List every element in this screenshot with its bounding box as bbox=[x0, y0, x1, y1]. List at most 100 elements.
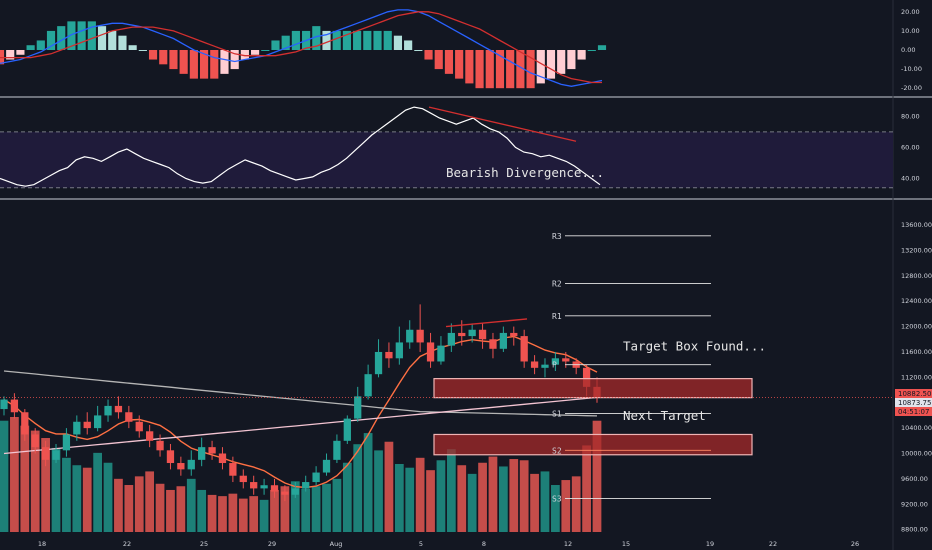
candle-body bbox=[458, 332, 466, 337]
price-tag-label: 10882.50 bbox=[898, 390, 931, 398]
price-tag bbox=[895, 388, 932, 398]
volume-bar bbox=[103, 462, 113, 532]
macd-histogram-bar bbox=[332, 30, 341, 50]
volume-bar bbox=[290, 481, 300, 532]
volume-bar bbox=[176, 486, 186, 532]
candle-body bbox=[447, 332, 455, 346]
volume-bar bbox=[72, 465, 82, 532]
volume-bar bbox=[530, 473, 539, 532]
x-tick-label: 25 bbox=[200, 540, 208, 548]
volume-bar bbox=[415, 457, 425, 532]
rsi-tick-label: 60.00 bbox=[901, 143, 920, 151]
candle-body bbox=[354, 396, 362, 419]
candle-body bbox=[21, 412, 29, 435]
volume-bar bbox=[249, 496, 259, 532]
candle-body bbox=[395, 342, 403, 359]
target-box bbox=[433, 378, 753, 399]
pivot-label-r3: R3 bbox=[552, 232, 562, 241]
volume-bar bbox=[259, 499, 269, 532]
candle-body bbox=[250, 482, 258, 489]
macd-histogram-bar bbox=[414, 50, 423, 51]
macd-histogram-bar bbox=[26, 45, 35, 50]
macd-histogram-bar bbox=[495, 50, 505, 89]
price-tick-label: 8800.00 bbox=[901, 526, 928, 534]
macd-histogram-bar bbox=[557, 50, 566, 74]
volume-bar bbox=[207, 494, 217, 532]
x-tick-label: 22 bbox=[123, 540, 131, 548]
x-tick-label: 12 bbox=[564, 540, 572, 548]
price-tag bbox=[895, 397, 932, 407]
candle-body bbox=[312, 472, 320, 483]
macd-tick-label: 10.00 bbox=[901, 27, 920, 35]
price-tick-label: 12400.00 bbox=[901, 297, 932, 305]
volume-bar bbox=[540, 471, 550, 532]
candle-body bbox=[93, 415, 102, 429]
next-target-box bbox=[433, 433, 753, 456]
volume-bar bbox=[218, 496, 227, 532]
volume-bar bbox=[394, 463, 404, 532]
price-tick-label: 12800.00 bbox=[901, 272, 932, 280]
volume-bar bbox=[20, 425, 30, 532]
candle-body bbox=[551, 358, 560, 365]
pivot-label-s2: S2 bbox=[552, 446, 562, 455]
macd-histogram-bar bbox=[516, 50, 525, 89]
macd-line bbox=[0, 9, 603, 87]
candle-body bbox=[582, 367, 591, 387]
macd-histogram-bar bbox=[46, 30, 56, 50]
volume-bar bbox=[62, 457, 71, 532]
next-target-label: Next Target bbox=[623, 408, 706, 423]
macd-histogram-bar bbox=[465, 50, 474, 84]
volume-bar bbox=[155, 483, 165, 532]
macd-histogram-bar bbox=[189, 50, 198, 79]
x-tick-label: 22 bbox=[769, 540, 777, 548]
volume-bar bbox=[10, 417, 19, 532]
volume-bar bbox=[134, 476, 144, 532]
slow-moving-average-line bbox=[3, 396, 598, 455]
rsi-panel: Bearish Divergence... bbox=[0, 106, 893, 189]
candle-body bbox=[41, 447, 50, 460]
macd-histogram-bar bbox=[199, 50, 209, 79]
pivot-label-p: P bbox=[552, 361, 557, 370]
volume-bar bbox=[114, 478, 123, 532]
volume-bar bbox=[498, 466, 508, 532]
volume-bar bbox=[363, 433, 373, 532]
x-tick-label: 18 bbox=[38, 540, 46, 548]
macd-histogram-bar bbox=[57, 26, 66, 50]
macd-histogram-bar bbox=[536, 50, 545, 84]
pivot-label-s3: S3 bbox=[552, 495, 562, 504]
volume-bar bbox=[197, 489, 207, 532]
volume-bar bbox=[446, 449, 456, 532]
volume-bar bbox=[124, 485, 134, 532]
volume-bar bbox=[270, 489, 279, 532]
volume-bar bbox=[592, 420, 602, 532]
volume-bar bbox=[51, 447, 61, 532]
macd-histogram-bar bbox=[424, 50, 433, 60]
macd-histogram-bar bbox=[77, 21, 86, 50]
candle-body bbox=[0, 399, 8, 410]
price-tag bbox=[895, 406, 932, 416]
candle-body bbox=[208, 447, 216, 454]
candle-body bbox=[437, 345, 445, 362]
macd-histogram-bar bbox=[87, 21, 96, 50]
macd-histogram-bar bbox=[169, 50, 178, 70]
candle-body bbox=[104, 405, 112, 416]
macd-histogram-bar bbox=[577, 50, 586, 60]
volume-bar bbox=[301, 488, 311, 532]
volume-bar bbox=[436, 460, 446, 532]
macd-histogram-bar bbox=[220, 50, 229, 74]
candle-body bbox=[426, 342, 435, 362]
pivot-label-r1: R1 bbox=[552, 312, 562, 321]
macd-histogram-bar bbox=[128, 45, 137, 50]
macd-histogram-bar bbox=[353, 30, 362, 50]
macd-histogram-bar bbox=[434, 50, 443, 70]
macd-histogram-bar bbox=[16, 50, 25, 55]
macd-histogram-bar bbox=[148, 50, 158, 60]
volume-bar bbox=[166, 489, 175, 532]
candle-body bbox=[333, 440, 341, 460]
bearish-divergence-label: Bearish Divergence... bbox=[446, 165, 604, 180]
macd-tick-label: -10.00 bbox=[901, 65, 922, 73]
price-tick-label: 11600.00 bbox=[901, 348, 932, 356]
macd-histogram-bar bbox=[118, 35, 127, 50]
macd-histogram-bar bbox=[404, 40, 413, 50]
